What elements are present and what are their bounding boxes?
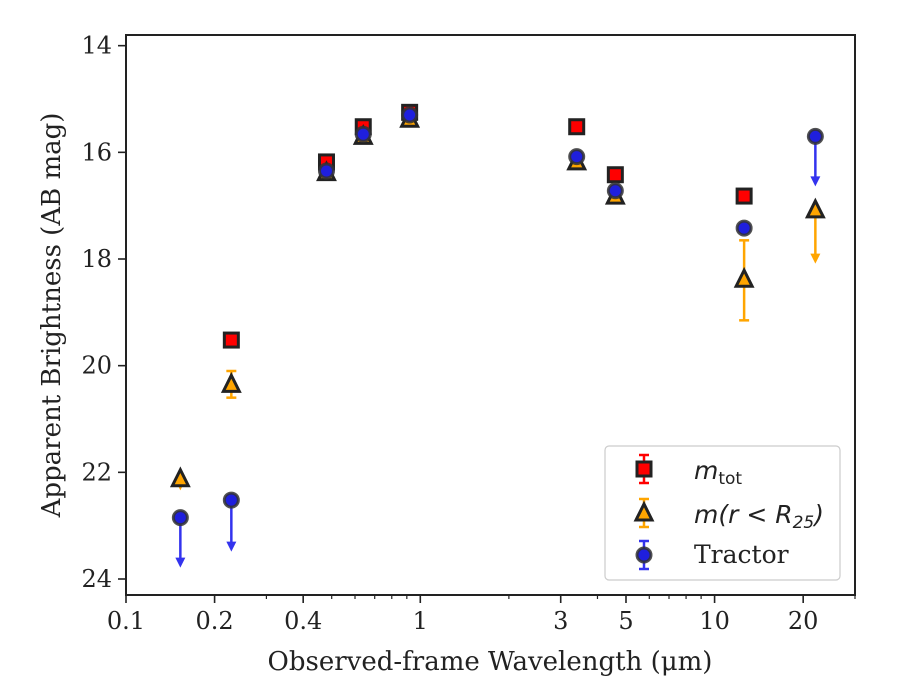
series-mtot <box>222 103 753 349</box>
x-tick-label: 0.4 <box>284 607 322 635</box>
x-tick-label: 0.1 <box>107 607 145 635</box>
y-tick-label: 24 <box>81 565 112 593</box>
y-tick-label: 14 <box>81 32 112 60</box>
tractor-point <box>735 219 753 237</box>
upper-limit-arrowhead <box>175 557 186 568</box>
y-tick-label: 22 <box>81 458 112 486</box>
tractor-point <box>354 125 372 143</box>
tractor-point <box>401 106 419 124</box>
legend-markers <box>633 453 655 571</box>
x-axis-title: Observed-frame Wavelength (μm) <box>268 647 713 677</box>
y-tick-label: 20 <box>81 352 112 380</box>
x-tick-label: 10 <box>699 607 730 635</box>
x-tick-label: 20 <box>788 607 819 635</box>
legend: mtot m(r < R25) Tractor <box>604 445 841 581</box>
y-axis-title: Apparent Brightness (AB mag) <box>37 113 67 519</box>
data-marks <box>169 103 826 568</box>
tractor-point <box>606 182 624 200</box>
x-tick-label: 1 <box>413 607 428 635</box>
mtot-point <box>606 166 624 184</box>
upper-limit-arrowhead <box>810 176 821 187</box>
mtot-point <box>735 187 753 205</box>
mr25-point <box>169 466 191 488</box>
series-mr25 <box>169 106 826 491</box>
mtot-point <box>568 118 586 136</box>
x-tick-label: 5 <box>618 607 633 635</box>
plot-frame <box>125 34 856 596</box>
legend-marker-mr25 <box>633 500 655 522</box>
tractor-point <box>317 162 335 180</box>
legend-label-mr25: m(r < R25) <box>694 500 824 533</box>
x-tick-label: 0.2 <box>196 607 234 635</box>
tractor-point <box>568 148 586 166</box>
legend-box <box>604 445 841 581</box>
upper-limit-arrowhead <box>810 253 821 264</box>
axis-ticks: 0.1 0.2 0.4 1 3 5 10 20 14 16 18 20 22 24 <box>81 32 856 635</box>
upper-limit-arrowhead <box>226 541 237 552</box>
tractor-point <box>806 127 824 145</box>
y-tick-label: 16 <box>81 138 112 166</box>
mr25-point <box>220 371 242 393</box>
x-tick-label: 3 <box>553 607 568 635</box>
tractor-point <box>171 509 189 527</box>
mr25-point <box>733 266 755 288</box>
legend-label-tractor: Tractor <box>694 540 789 569</box>
series-tractor <box>171 106 824 568</box>
legend-marker-tractor <box>635 546 653 564</box>
legend-marker-mtot <box>635 460 653 478</box>
y-tick-label: 18 <box>81 245 112 273</box>
mtot-point <box>222 331 240 349</box>
mr25-point <box>804 197 826 219</box>
tractor-point <box>222 491 240 509</box>
legend-label-mtot: mtot <box>694 456 742 489</box>
